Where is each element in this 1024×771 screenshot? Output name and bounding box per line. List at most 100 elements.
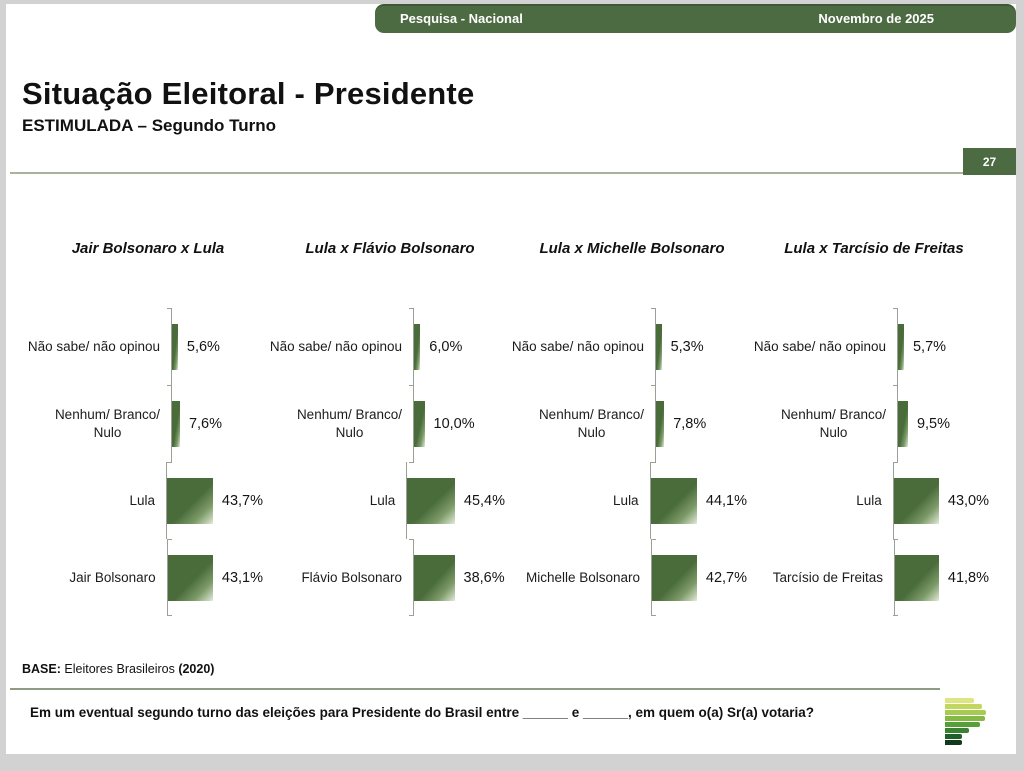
- logo-stripe: [945, 698, 974, 703]
- category-label-text: Nenhum/ Branco/ Nulo: [780, 406, 886, 440]
- logo-stripe: [945, 704, 982, 709]
- chart-title: Lula x Tarcísio de Freitas: [784, 240, 964, 257]
- bar: [650, 477, 697, 524]
- base-note-year: (2020): [178, 662, 215, 676]
- category-label-text: Lula: [369, 492, 396, 508]
- chart-plot-area: Não sabe/ não opinou 5,3% Nenhum/ Branco/ …: [505, 308, 747, 616]
- bar-value-label: 41,8%: [947, 569, 989, 586]
- page-subtitle: ESTIMULADA – Segundo Turno: [22, 116, 277, 135]
- bar-row: Nenhum/ Branco/ Nulo 9,5%: [747, 385, 989, 462]
- category-label: Não sabe/ não opinou: [263, 308, 413, 385]
- bar-zone: 6,0%: [413, 308, 505, 385]
- category-label-text: Não sabe/ não opinou: [753, 338, 886, 354]
- bar-zone: 43,1%: [166, 539, 263, 616]
- category-label-text: Nenhum/ Branco/ Nulo: [54, 406, 160, 440]
- category-label: Não sabe/ não opinou: [505, 308, 655, 385]
- bar-row: Tarcísio de Freitas 41,8%: [747, 539, 989, 616]
- bar-zone: 44,1%: [649, 462, 747, 539]
- striped-p-logo-icon: [945, 698, 997, 747]
- question-divider: [10, 688, 940, 690]
- chart-plot-area: Não sabe/ não opinou 6,0% Nenhum/ Branco/ …: [263, 308, 505, 616]
- bar: [167, 554, 213, 601]
- category-label-text: Não sabe/ não opinou: [269, 338, 402, 354]
- category-label: Jair Bolsonaro: [21, 539, 167, 616]
- bar-row: Lula 43,7%: [21, 462, 263, 539]
- bar: [898, 323, 904, 370]
- logo-stripe: [945, 728, 969, 733]
- category-label-text: Lula: [856, 492, 882, 508]
- header-left-label: Pesquisa - Nacional: [400, 11, 523, 26]
- category-label: Tarcísio de Freitas: [747, 539, 894, 616]
- bar-value-label: 7,8%: [673, 415, 707, 432]
- bar-zone: 5,3%: [655, 308, 747, 385]
- header-bar: Pesquisa - Nacional Novembro de 2025: [375, 4, 1016, 33]
- category-label-text: Flávio Bolsonaro: [301, 569, 402, 585]
- category-label: Lula: [505, 462, 650, 539]
- category-label-text: Tarcísio de Freitas: [772, 569, 883, 585]
- bar: [407, 477, 455, 524]
- bar-row: Lula 43,0%: [747, 462, 989, 539]
- bar-row: Flávio Bolsonaro 38,6%: [263, 539, 505, 616]
- logo-stripe: [945, 716, 985, 721]
- bar-value-label: 44,1%: [705, 492, 747, 509]
- bar-zone: 5,6%: [171, 308, 263, 385]
- bar-row: Não sabe/ não opinou 5,7%: [747, 308, 989, 385]
- bar: [898, 400, 908, 447]
- category-label-text: Michelle Bolsonaro: [525, 569, 641, 585]
- bar-value-label: 38,6%: [463, 569, 505, 586]
- bar-zone: 10,0%: [413, 385, 505, 462]
- category-label-text: Jair Bolsonaro: [69, 569, 156, 585]
- base-note-label: BASE:: [22, 662, 61, 676]
- chart-title: Lula x Flávio Bolsonaro: [305, 240, 475, 257]
- category-label: Nenhum/ Branco/ Nulo: [505, 385, 655, 462]
- bar-value-label: 43,7%: [221, 492, 263, 509]
- charts-container: Jair Bolsonaro x Lula Não sabe/ não opino…: [21, 240, 989, 616]
- header-right-label: Novembro de 2025: [818, 11, 934, 26]
- bar-value-label: 42,7%: [705, 569, 747, 586]
- matchup-chart: Lula x Flávio Bolsonaro Não sabe/ não opi…: [263, 240, 505, 616]
- category-label: Lula: [263, 462, 406, 539]
- bar-row: Lula 44,1%: [505, 462, 747, 539]
- base-note-text: Eleitores Brasileiros: [60, 662, 179, 676]
- page-title: Situação Eleitoral - Presidente: [22, 76, 475, 111]
- chart-plot-area: Não sabe/ não opinou 5,6% Nenhum/ Branco/ …: [21, 308, 263, 616]
- bar-zone: 38,6%: [413, 539, 505, 616]
- logo-stripe: [945, 710, 986, 715]
- bar-row: Jair Bolsonaro 43,1%: [21, 539, 263, 616]
- category-label: Lula: [747, 462, 893, 539]
- slide-page: Pesquisa - Nacional Novembro de 2025 Sit…: [6, 4, 1016, 754]
- bar-zone: 7,6%: [171, 385, 263, 462]
- bar-zone: 43,0%: [892, 462, 989, 539]
- bar-row: Lula 45,4%: [263, 462, 505, 539]
- bar: [893, 477, 939, 524]
- category-label-text: Nenhum/ Branco/ Nulo: [296, 406, 402, 440]
- bar: [656, 400, 665, 447]
- logo-stripe: [945, 740, 962, 745]
- bar-value-label: 45,4%: [463, 492, 505, 509]
- bar-zone: 41,8%: [894, 539, 989, 616]
- bar-row: Nenhum/ Branco/ Nulo 7,6%: [21, 385, 263, 462]
- bar-zone: 7,8%: [655, 385, 747, 462]
- bar: [652, 554, 697, 601]
- category-label: Nenhum/ Branco/ Nulo: [21, 385, 171, 462]
- category-label-text: Não sabe/ não opinou: [27, 338, 160, 354]
- category-label-text: Nenhum/ Branco/ Nulo: [538, 406, 644, 440]
- bar-row: Nenhum/ Branco/ Nulo 10,0%: [263, 385, 505, 462]
- matchup-chart: Lula x Michelle Bolsonaro Não sabe/ não o…: [505, 240, 747, 616]
- category-label: Não sabe/ não opinou: [21, 308, 171, 385]
- bar-value-label: 10,0%: [433, 415, 475, 432]
- bar: [167, 477, 213, 524]
- bar-value-label: 43,1%: [221, 569, 263, 586]
- bar: [172, 323, 178, 370]
- category-label-text: Lula: [613, 492, 639, 508]
- bar: [656, 323, 662, 370]
- category-label: Não sabe/ não opinou: [747, 308, 897, 385]
- bar-value-label: 5,3%: [670, 338, 704, 355]
- bar-value-label: 7,6%: [188, 415, 223, 432]
- page-number-badge: 27: [963, 148, 1016, 175]
- bar-row: Não sabe/ não opinou 5,3%: [505, 308, 747, 385]
- bar-zone: 5,7%: [897, 308, 989, 385]
- bar: [414, 554, 455, 601]
- bar: [172, 400, 180, 447]
